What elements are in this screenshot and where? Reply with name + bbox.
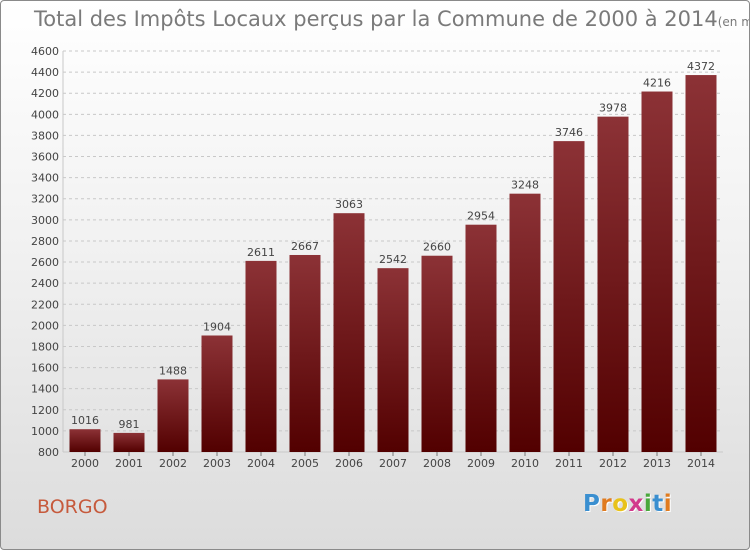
bar-value-label: 1016	[71, 414, 99, 427]
proxiti-logo: Proxiti	[583, 491, 672, 517]
y-tick-label: 4600	[31, 45, 59, 58]
bar-value-label: 3063	[335, 198, 363, 211]
bar-2010	[509, 193, 541, 453]
bar-2014	[685, 75, 717, 452]
bar-2001	[113, 432, 145, 452]
y-tick-label: 2400	[31, 277, 59, 290]
bars: 1016 981 1488 1904 2611 2667 3063 2542 2660 2954 3…	[69, 60, 717, 453]
bar-value-label: 2660	[423, 241, 451, 254]
y-tick-label: 1600	[31, 362, 59, 375]
x-axis-ticks: 2000 2001 2002 2003 2004 2005 2006 2007 2008 2009…	[71, 452, 715, 470]
x-tick-label: 2008	[423, 457, 451, 470]
x-tick-label: 2000	[71, 457, 99, 470]
x-tick-label: 2013	[643, 457, 671, 470]
bar-value-label: 3978	[599, 102, 627, 115]
logo-letter: i	[663, 491, 673, 517]
bar-value-label: 981	[119, 418, 140, 431]
bar-2013	[641, 91, 673, 453]
x-tick-label: 2005	[291, 457, 319, 470]
x-tick-label: 2002	[159, 457, 187, 470]
bar-2011	[553, 141, 585, 452]
y-tick-label: 1400	[31, 383, 59, 396]
y-tick-label: 1200	[31, 404, 59, 417]
logo-letter: o	[612, 491, 629, 517]
y-tick-label: 4000	[31, 108, 59, 121]
bar-2009	[465, 224, 497, 452]
bar-2003	[201, 335, 233, 452]
y-axis-ticks: 800 1000 1200 1400 1600 1800 2000 2200 2400 2600 2…	[31, 45, 59, 459]
y-tick-label: 800	[38, 446, 59, 459]
logo-letter: r	[600, 491, 613, 517]
logo-letter: i	[643, 491, 653, 517]
bar-value-label: 2542	[379, 253, 407, 266]
x-tick-label: 2010	[511, 457, 539, 470]
x-tick-label: 2003	[203, 457, 231, 470]
y-tick-label: 3200	[31, 193, 59, 206]
bar-value-label: 2954	[467, 210, 495, 223]
bar-2002	[157, 379, 189, 452]
x-tick-label: 2012	[599, 457, 627, 470]
bar-value-label: 3746	[555, 126, 583, 139]
y-tick-label: 1800	[31, 340, 59, 353]
bar-value-label: 4372	[687, 60, 715, 73]
bar-2000	[69, 429, 101, 452]
logo-letter: P	[583, 491, 601, 517]
y-tick-label: 4200	[31, 87, 59, 100]
y-tick-label: 3000	[31, 214, 59, 227]
bar-2005	[289, 254, 321, 452]
x-tick-label: 2006	[335, 457, 363, 470]
x-tick-label: 2001	[115, 457, 143, 470]
commune-name: BORGO	[37, 496, 108, 518]
bar-value-label: 2667	[291, 240, 319, 253]
x-tick-label: 2009	[467, 457, 495, 470]
chart-title: Total des Impôts Locaux perçus par la Co…	[34, 7, 749, 31]
chart-unit-label: (en milliers d'€)	[717, 15, 749, 29]
bar-2006	[333, 213, 365, 452]
bar-value-label: 4216	[643, 77, 671, 90]
x-tick-label: 2014	[687, 457, 715, 470]
x-tick-label: 2007	[379, 457, 407, 470]
logo-letter: x	[628, 491, 644, 517]
bar-value-label: 1904	[203, 320, 231, 333]
y-tick-label: 2200	[31, 298, 59, 311]
logo-letter: t	[652, 491, 664, 517]
x-tick-label: 2011	[555, 457, 583, 470]
bar-2008	[421, 255, 453, 452]
y-tick-label: 3600	[31, 151, 59, 164]
bar-value-label: 3248	[511, 179, 539, 192]
bar-value-label: 2611	[247, 246, 275, 259]
y-tick-label: 2800	[31, 235, 59, 248]
y-tick-label: 3800	[31, 129, 59, 142]
bar-2012	[597, 116, 629, 453]
bar-2004	[245, 260, 277, 452]
bar-value-label: 1488	[159, 364, 187, 377]
y-tick-label: 1000	[31, 425, 59, 438]
y-tick-label: 3400	[31, 172, 59, 185]
y-tick-label: 2600	[31, 256, 59, 269]
chart-title-text: Total des Impôts Locaux perçus par la Co…	[34, 7, 718, 31]
y-tick-label: 4400	[31, 66, 59, 79]
y-tick-label: 2000	[31, 319, 59, 332]
x-tick-label: 2004	[247, 457, 275, 470]
bar-2007	[377, 268, 409, 452]
